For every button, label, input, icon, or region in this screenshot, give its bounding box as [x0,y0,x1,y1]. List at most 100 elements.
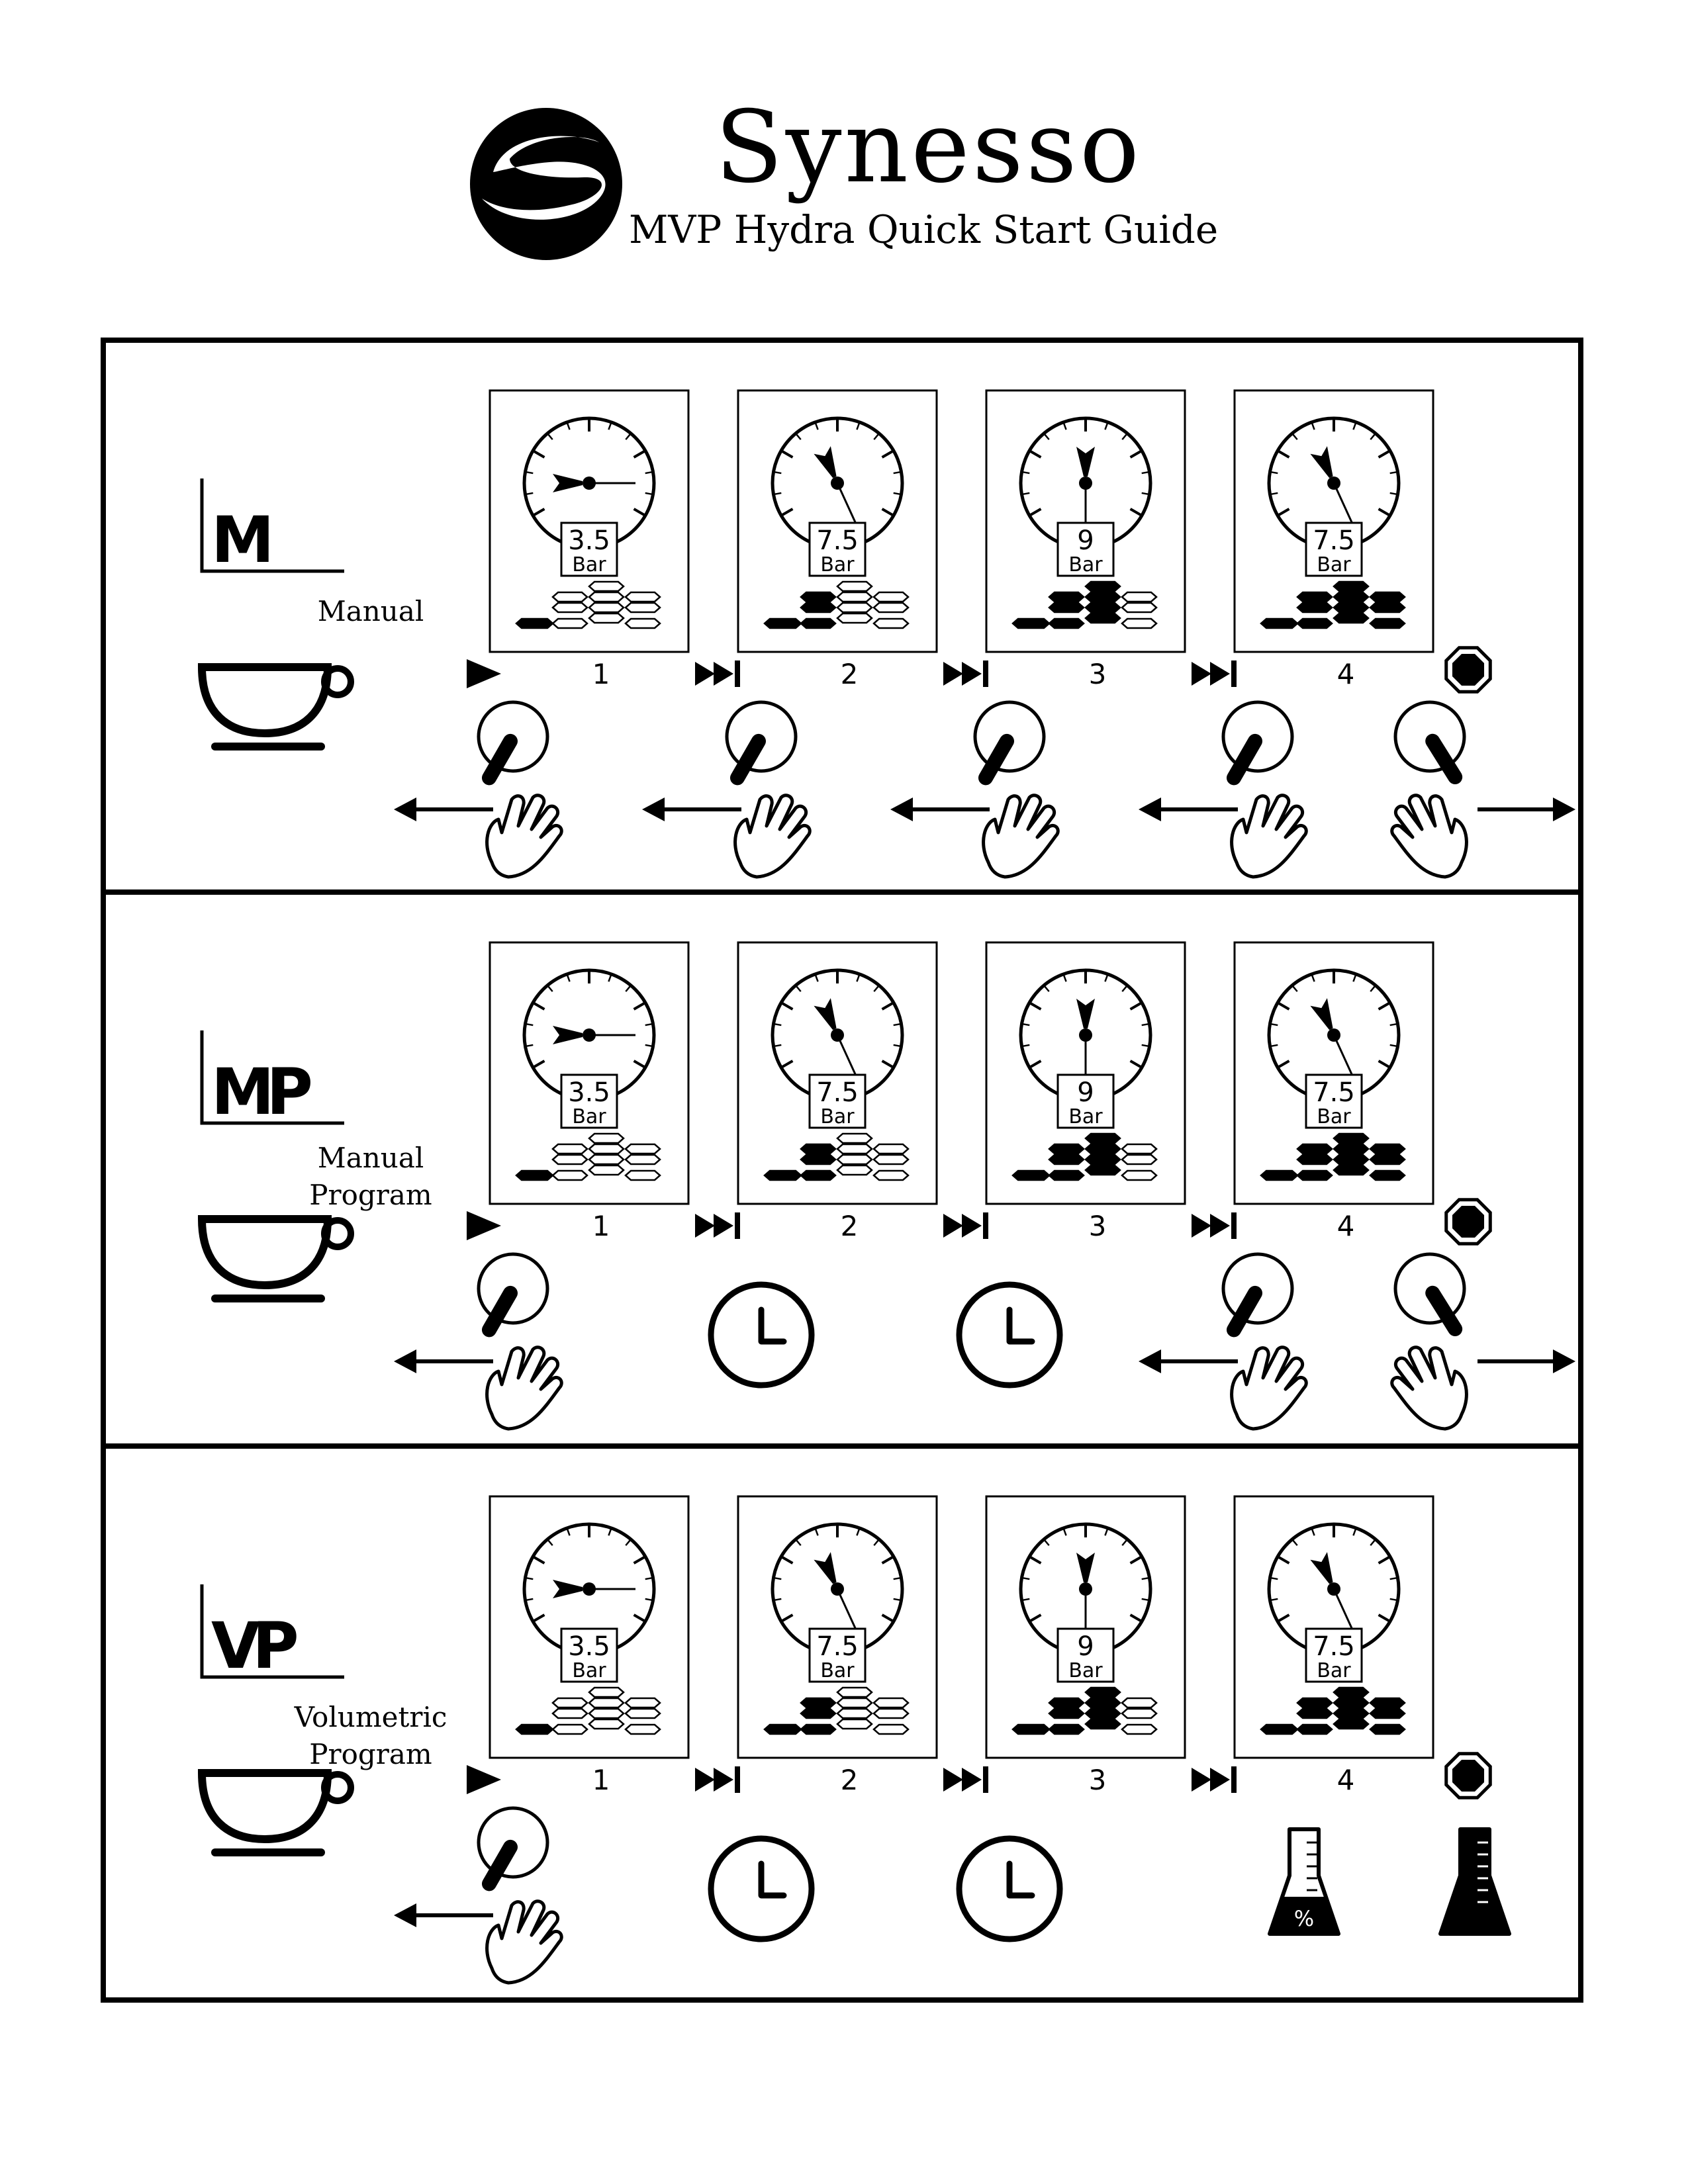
flow-seg [1260,1169,1299,1181]
skip-next-icon [695,1766,740,1793]
flow-seg [1369,1723,1406,1735]
pressure-unit: Bar [1068,1105,1103,1128]
arrow-head [1553,797,1575,821]
stop-octagon-icon [1444,646,1492,694]
pressure-value: 9 [1077,1077,1094,1108]
hand-icon [485,794,563,879]
panel-manual: 3.5 Bar 7.5 Bar 9 Bar 7.5 Bar M 1 2 3 4 Manual [101,338,1583,895]
flow-seg [1048,1143,1085,1155]
flow-seg [1084,1718,1121,1730]
flow-seg [836,1686,873,1698]
stage-number: 1 [592,1210,610,1242]
flow-seg [1084,1154,1121,1165]
flow-seg [800,1697,837,1709]
coffee-cup-icon [197,663,354,751]
brand-title: Synesso [715,90,1143,205]
paddle-left-icon [1139,700,1308,879]
gauge-needle [1076,1553,1095,1635]
stage-number: 3 [1089,1764,1107,1796]
flow-seg [1369,1143,1406,1155]
flow-seg [1333,602,1370,614]
hand-icon [1390,794,1468,879]
stage-number: 3 [1089,1210,1107,1242]
flow-seg [624,1143,661,1155]
mode-name: Manual [199,593,543,630]
flow-seg [624,1169,661,1181]
flow-seg [836,591,873,603]
gauge-needle [814,1552,858,1632]
flow-seg [1011,1169,1051,1181]
flow-seg [1260,1723,1299,1735]
knob-lever [730,733,766,786]
flow-seg [1296,1154,1333,1165]
flow-seg [624,1697,661,1709]
pressure-gauge-icon [522,416,656,550]
clock-icon [956,1835,1063,1942]
pressure-unit: Bar [1317,1105,1351,1128]
arrow-head [394,797,416,821]
flow-seg [624,591,661,603]
pressure-value: 7.5 [1313,1631,1355,1662]
arrow-head [394,1349,416,1373]
panel-volumetric-program: 3.5 Bar 7.5 Bar 9 Bar 7.5 Bar VP 1 2 3 4% Volumetric… [101,1443,1583,2003]
pressure-value: 3.5 [568,525,610,556]
flow-seg [800,1169,837,1181]
flow-seg [551,602,588,614]
flow-seg [588,1686,625,1698]
flow-seg [1296,591,1333,603]
flow-seg [1296,1697,1333,1709]
gauge-needle [1310,1552,1354,1632]
flow-seg [1296,1723,1333,1735]
flow-seg [800,1707,837,1719]
flow-seg [588,612,625,624]
pressure-unit: Bar [820,1659,855,1682]
paddle-right-icon [1390,1252,1575,1431]
skip-next-icon [1192,1212,1237,1239]
gauge-needle [1310,446,1354,526]
flow-seg [872,1143,910,1155]
flow-seg [1084,1143,1121,1155]
knob-lever [482,733,518,786]
flow-seg [588,1143,625,1155]
flow-seg [1084,1707,1121,1719]
play-icon [467,659,501,688]
stage-number: 2 [841,658,859,690]
pressure-unit: Bar [1068,553,1103,576]
flow-seg [872,617,910,629]
flow-seg [588,1697,625,1709]
paddle-left-icon [394,700,563,879]
flow-seg [1260,617,1299,629]
pressure-gauge-icon [771,416,904,550]
paddle-left-icon [890,700,1060,879]
arrow-head [890,797,913,821]
skip-next-icon [695,1212,740,1239]
flow-seg [1296,602,1333,614]
gauge-needle [814,446,858,526]
stage-number: 1 [592,658,610,690]
pressure-gauge-icon [1267,968,1401,1102]
flow-seg [1084,1697,1121,1709]
knob-lever [1227,1285,1262,1338]
pressure-value: 7.5 [1313,1077,1355,1108]
flow-seg [800,591,837,603]
arrow-head [1139,797,1161,821]
hand-icon [485,1899,563,1985]
flow-seg [836,1154,873,1165]
hand-icon [982,794,1060,879]
guide-subtitle: MVP Hydra Quick Start Guide [629,207,1219,252]
arrow-head [394,1903,416,1927]
stage-number: 2 [841,1210,859,1242]
flow-bars-icon [515,580,661,629]
knob-lever [1425,1285,1463,1337]
knob-lever [1425,733,1463,785]
flow-seg [1084,602,1121,614]
flow-seg [1011,1723,1051,1735]
flow-seg [836,1164,873,1176]
flow-bars-icon [763,580,910,629]
flow-seg [551,1143,588,1155]
mode-name-line: Volumetric [294,1701,447,1733]
hand-icon [485,1345,563,1431]
